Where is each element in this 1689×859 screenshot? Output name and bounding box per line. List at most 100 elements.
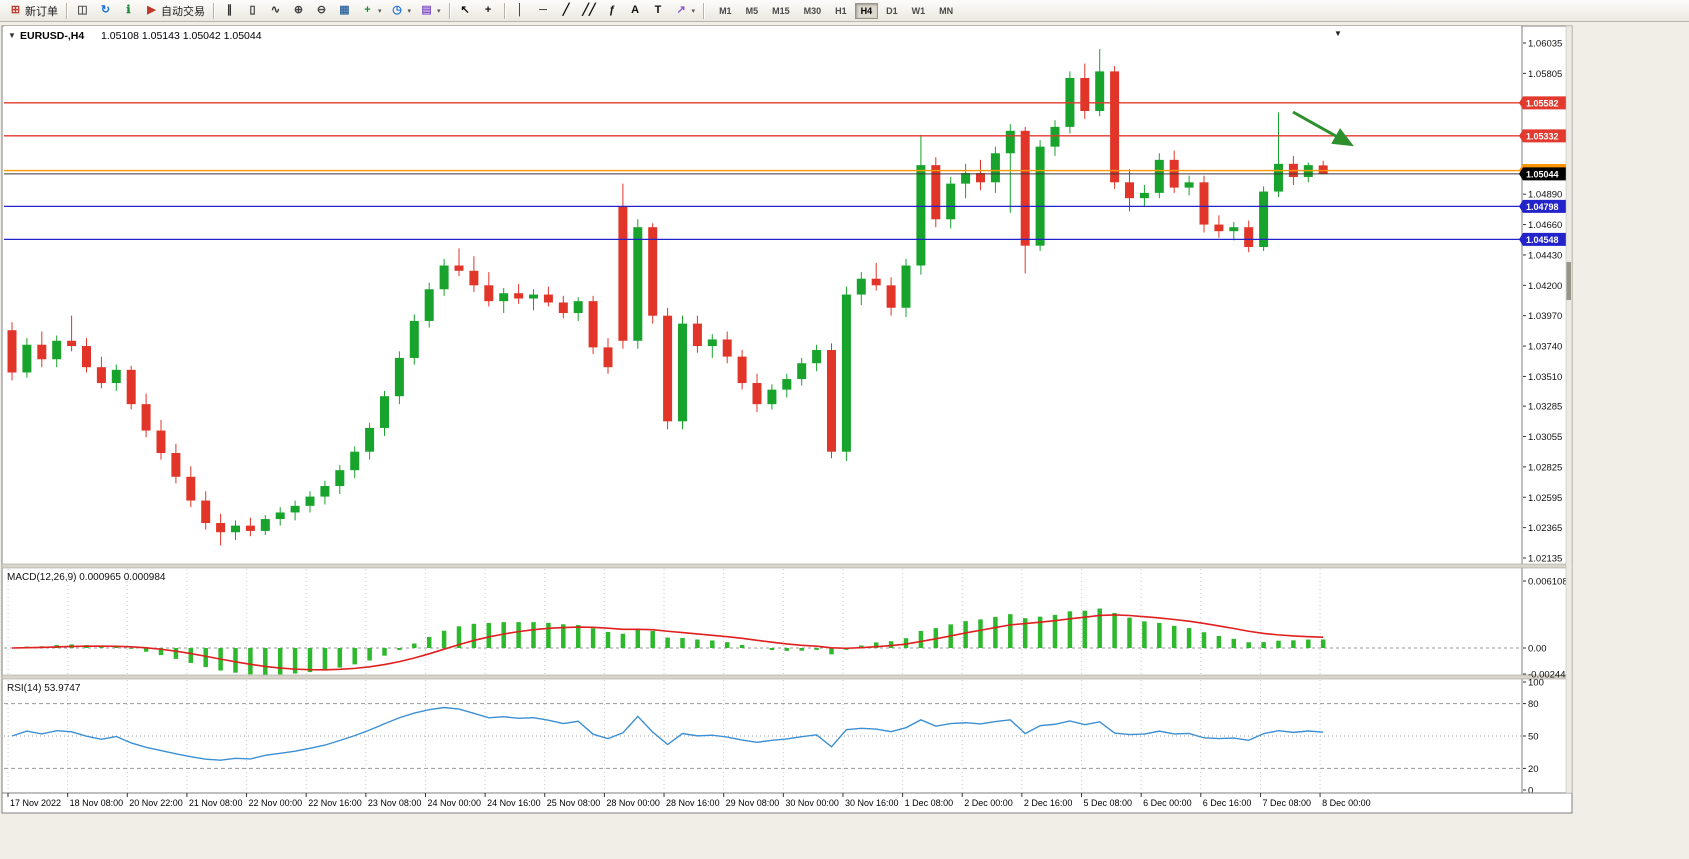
price-axis-label: 1.05805	[1528, 69, 1562, 80]
arrow-annotation[interactable]	[1292, 110, 1354, 147]
zoom-in-button[interactable]: ⊕	[287, 1, 310, 21]
timeframe-button-d1[interactable]: D1	[886, 5, 898, 16]
rsi-line	[11, 706, 1324, 761]
timeframe-button-m5[interactable]: M5	[745, 5, 759, 16]
chevron-down-icon: ▾	[407, 7, 412, 15]
price-axis-label: 1.03740	[1528, 342, 1562, 353]
zoom-in-icon: ⊕	[293, 4, 304, 16]
time-axis-label: 7 Dec 08:00	[1262, 798, 1311, 808]
autotrading-button-label: 自动交易	[161, 5, 205, 18]
current-price-badge: 1.05044	[1519, 167, 1566, 181]
time-axis-label: 30 Nov 16:00	[845, 798, 899, 808]
time-axis-label: 2 Dec 16:00	[1024, 798, 1073, 808]
time-axis-label: 21 Nov 08:00	[189, 798, 243, 808]
timeframe-button-w1[interactable]: W1	[911, 5, 926, 16]
line-chart-button[interactable]: ∿	[264, 1, 287, 21]
templates-button[interactable]: ▤ ▾	[415, 1, 445, 21]
text-icon: A	[631, 4, 640, 16]
toolbar-separator	[448, 2, 450, 19]
timeframe-button-mn[interactable]: MN	[939, 5, 954, 16]
svg-text:1.05332: 1.05332	[1526, 131, 1559, 141]
indicators-icon: +	[364, 4, 371, 16]
panel-splitter-2[interactable]	[1, 674, 1573, 680]
timeframe-button-h1[interactable]: H1	[835, 5, 847, 16]
indicators-button[interactable]: + ▾	[356, 1, 386, 21]
chevron-down-icon: ▾	[437, 7, 441, 15]
price-axis: 1.06035 1.05805 1.04890 1.04660 1.04430 1.042…	[1523, 39, 1562, 564]
price-badge-1.04798: 1.04798	[1519, 199, 1566, 213]
arrows-button[interactable]: ↗ ▾	[670, 1, 700, 21]
crosshair-icon: +	[484, 4, 492, 16]
price-axis-label: 1.03285	[1528, 402, 1562, 413]
candlestick-chart-button[interactable]: ▯	[241, 1, 264, 21]
toolbar-separator	[213, 2, 214, 19]
horizontal-line-icon: ─	[539, 4, 547, 16]
svg-text:1.04548: 1.04548	[1526, 235, 1559, 245]
macd-label: MACD(12,26,9) 0.000965 0.000984	[7, 572, 166, 583]
rsi-axis-label: 20	[1528, 764, 1539, 775]
autotrading-button[interactable]: ▶ 自动交易	[140, 1, 209, 21]
toolbar-separator	[503, 2, 505, 19]
timeframe-button-m1[interactable]: M1	[719, 5, 732, 16]
charts-window-button[interactable]: ◫	[71, 1, 94, 21]
line-chart-icon: ∿	[270, 4, 281, 16]
price-axis-label: 1.06035	[1528, 39, 1562, 50]
clock-icon: ◷	[392, 4, 402, 16]
tile-windows-button[interactable]: ▦	[333, 1, 356, 21]
price-axis-label: 1.04430	[1528, 250, 1562, 261]
zoom-out-icon: ⊖	[316, 4, 327, 16]
zoom-out-button[interactable]: ⊖	[310, 1, 333, 21]
vertical-scrollbar[interactable]	[1565, 25, 1573, 794]
time-axis-label: 5 Dec 08:00	[1084, 798, 1133, 808]
scrollbar-thumb[interactable]	[1566, 262, 1572, 300]
price-axis-label: 1.04200	[1528, 281, 1562, 292]
time-axis-label: 29 Nov 08:00	[726, 798, 780, 808]
data-window-icon: ℹ	[126, 4, 131, 16]
fibonacci-icon: ƒ	[608, 4, 616, 16]
trendline-button[interactable]: ╱	[555, 1, 578, 21]
text-button[interactable]: A	[624, 1, 647, 21]
horizontal-line-button[interactable]: ─	[532, 1, 555, 21]
time-axis-label: 23 Nov 08:00	[368, 798, 422, 808]
new-order-button-label: 新订单	[25, 5, 58, 18]
bar-chart-button[interactable]: ∥	[218, 1, 241, 21]
time-axis: 17 Nov 2022 18 Nov 08:00 20 Nov 22:00 21 No…	[7, 793, 1371, 808]
time-axis-label: 6 Dec 00:00	[1143, 798, 1192, 808]
price-axis-label: 1.03970	[1528, 311, 1562, 322]
svg-text:1.04798: 1.04798	[1526, 202, 1559, 212]
arrow-object-icon: ↗	[676, 4, 686, 16]
timeframe-button-m30[interactable]: M30	[803, 5, 822, 16]
panel-splitter-1[interactable]	[1, 563, 1573, 569]
cursor-button[interactable]: ↖	[454, 1, 477, 21]
macd-axis-label: -0.002448	[1528, 670, 1571, 681]
new-order-button[interactable]: ⊞ 新订单	[4, 1, 62, 21]
new-order-icon: ⊞	[10, 4, 21, 16]
fibonacci-button[interactable]: ƒ	[601, 1, 624, 21]
crosshair-button[interactable]: +	[477, 1, 500, 21]
time-axis-label: 28 Nov 00:00	[606, 798, 660, 808]
time-axis-label: 24 Nov 16:00	[487, 798, 541, 808]
chart-plot-area[interactable]	[4, 26, 1521, 564]
time-axis-label: 25 Nov 08:00	[547, 798, 601, 808]
rsi-axis-label: 80	[1528, 699, 1539, 710]
channel-button[interactable]: ╱╱	[578, 1, 601, 21]
data-window-button[interactable]: ℹ	[117, 1, 140, 21]
price-badge-1.05332: 1.05332	[1519, 129, 1566, 143]
timeframe-button-h4[interactable]: H4	[854, 2, 879, 19]
time-axis-label: 22 Nov 16:00	[308, 798, 362, 808]
refresh-button[interactable]: ↻	[94, 1, 117, 21]
chart-expand-icon[interactable]: ▼	[8, 31, 16, 40]
periods-button[interactable]: ◷ ▾	[386, 1, 416, 21]
price-axis-label: 1.04890	[1528, 190, 1562, 201]
timeframe-button-m15[interactable]: M15	[772, 5, 790, 16]
time-axis-label: 2 Dec 00:00	[964, 798, 1013, 808]
bar-chart-icon: ∥	[226, 4, 233, 16]
channel-icon: ╱╱	[582, 4, 596, 16]
vertical-line-button[interactable]: │	[509, 1, 532, 21]
chart-menu-icon[interactable]: ▼	[1334, 29, 1342, 38]
label-button[interactable]: T	[647, 1, 670, 21]
candlestick-series	[7, 48, 1328, 546]
time-axis-label: 22 Nov 00:00	[249, 798, 303, 808]
